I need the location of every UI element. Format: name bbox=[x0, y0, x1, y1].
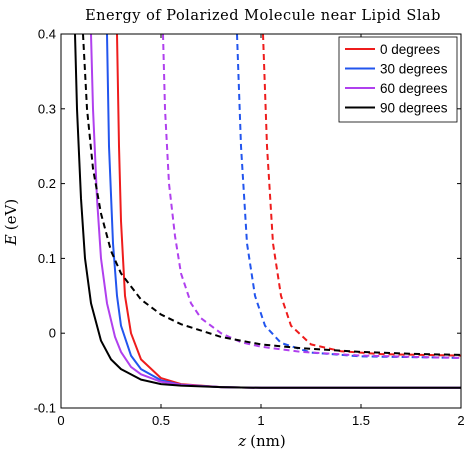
x-axis-label: z (nm) bbox=[237, 432, 286, 450]
x-tick-label: 0 bbox=[57, 413, 64, 428]
chart-title: Energy of Polarized Molecule near Lipid … bbox=[85, 8, 441, 24]
legend: 0 degrees 30 degrees 60 degrees 90 degrees bbox=[338, 36, 458, 123]
legend-label: 30 degrees bbox=[380, 62, 448, 77]
axis-ticks: 0 0.5 1 1.5 2-0.100.10.20.30.4 bbox=[34, 27, 465, 429]
x-tick-label: 0.5 bbox=[152, 413, 170, 428]
y-tick-label: 0.4 bbox=[38, 27, 56, 42]
legend-label: 0 degrees bbox=[380, 42, 440, 57]
x-tick-label: 1.5 bbox=[352, 413, 370, 428]
x-axis-var: z bbox=[237, 432, 246, 450]
y-tick-label: 0 bbox=[49, 326, 56, 341]
legend-label: 90 degrees bbox=[380, 101, 448, 116]
series-0-degrees-dashed bbox=[262, 34, 461, 357]
y-tick-label: 0.1 bbox=[38, 251, 56, 266]
plot-lines bbox=[74, 34, 461, 389]
x-tick-label: 2 bbox=[457, 413, 464, 428]
series-90-degrees-solid bbox=[74, 34, 461, 389]
y-tick-label: 0.2 bbox=[38, 176, 56, 191]
y-tick-label: -0.1 bbox=[34, 401, 56, 416]
y-axis-unit: (eV) bbox=[2, 199, 20, 230]
y-axis-var: E bbox=[2, 234, 20, 246]
y-tick-label: 0.3 bbox=[38, 101, 56, 116]
x-tick-label: 1 bbox=[257, 413, 264, 428]
legend-label: 60 degrees bbox=[380, 81, 448, 96]
series-90-degrees-dashed bbox=[82, 34, 461, 356]
series-60-degrees-dashed bbox=[162, 34, 461, 359]
x-axis-unit: (nm) bbox=[250, 432, 286, 450]
y-axis-label: E (eV) bbox=[2, 199, 20, 246]
